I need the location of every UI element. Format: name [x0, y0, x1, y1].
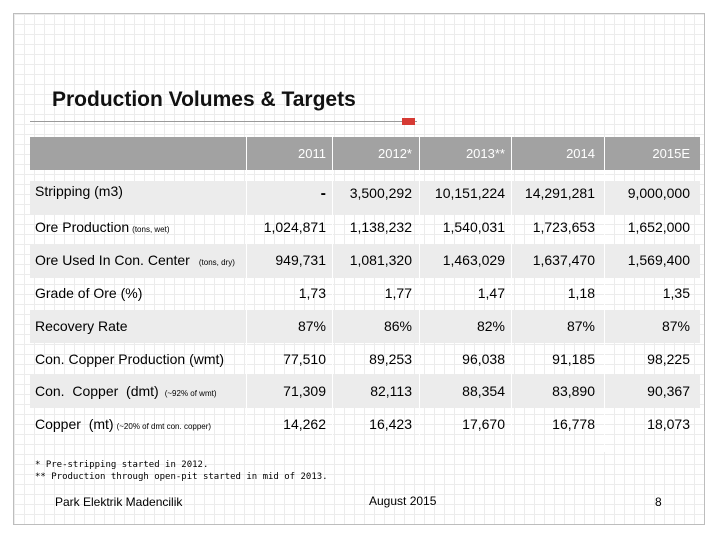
table-cell: 1,463,029	[442, 252, 505, 268]
table-cell: 1,081,320	[349, 252, 412, 268]
footnote-pre-stripping: * Pre-stripping started in 2012.	[35, 460, 209, 470]
table-cell: 16,423	[369, 416, 412, 432]
row-label-con-copper-dmt: Con. Copper (dmt) (~92% of wmt)	[35, 383, 217, 399]
table-cell: 71,309	[283, 383, 326, 399]
column-header-2015e: 2015E	[652, 146, 690, 161]
row-stripe	[30, 310, 700, 343]
table-cell: 1,637,470	[532, 252, 595, 268]
row-label-stripping: Stripping (m3)	[35, 183, 123, 199]
column-divider	[511, 137, 512, 452]
footnote-open-pit: ** Production through open-pit started i…	[35, 472, 328, 482]
table-cell: 87%	[566, 318, 595, 334]
table-cell: 89,253	[369, 351, 412, 367]
title-underline	[30, 121, 417, 122]
table-cell: 10,151,224	[434, 185, 505, 201]
table-cell: 96,038	[462, 351, 505, 367]
footer-date: August 2015	[369, 494, 437, 508]
table-cell: 82,113	[370, 383, 412, 399]
table-cell: 90,367	[647, 383, 690, 399]
row-label-ore-used: Ore Used In Con. Center (tons, dry)	[35, 252, 235, 268]
table-cell: 88,354	[462, 383, 505, 399]
table-cell: 1,540,031	[442, 219, 505, 235]
page-number: 8	[655, 495, 662, 509]
slide-title: Production Volumes & Targets	[52, 88, 356, 111]
row-label-con-copper-production: Con. Copper Production (wmt)	[35, 351, 225, 367]
table-cell: 86%	[383, 318, 412, 334]
table-cell: 1,73	[298, 285, 326, 301]
column-header-2012: 2012*	[378, 146, 412, 161]
table-cell: 1,77	[384, 285, 412, 301]
table-cell: 9,000,000	[627, 185, 690, 201]
table-cell: 1,35	[662, 285, 690, 301]
column-header-2013: 2013**	[465, 146, 505, 161]
table-cell: 1,024,871	[263, 219, 326, 235]
column-divider	[332, 137, 333, 452]
table-cell: 87%	[297, 318, 326, 334]
table-cell: 1,652,000	[627, 219, 690, 235]
column-header-2014: 2014	[566, 146, 595, 161]
table-cell: 87%	[661, 318, 690, 334]
table-cell: 16,778	[552, 416, 595, 432]
table-cell: 14,291,281	[524, 185, 595, 201]
row-stripe	[30, 245, 700, 278]
table-cell: 83,890	[552, 383, 595, 399]
column-divider	[246, 137, 247, 452]
title-accent-mark	[402, 118, 415, 125]
table-cell: 1,47	[477, 285, 505, 301]
table-cell: 1,723,653	[532, 219, 595, 235]
row-stripe	[30, 375, 700, 408]
table-cell: 1,138,232	[349, 219, 412, 235]
table-cell: 17,670	[462, 416, 505, 432]
row-label-copper-mt: Copper (mt) (~20% of dmt con. copper)	[35, 416, 212, 432]
column-header-2011: 2011	[298, 146, 326, 161]
footer-company: Park Elektrik Madencilik	[55, 495, 183, 509]
table-cell: 18,073	[647, 416, 690, 432]
row-stripe	[30, 181, 700, 214]
table-cell: 14,262	[283, 416, 326, 432]
table-cell: 1,569,400	[627, 252, 690, 268]
column-divider	[604, 137, 605, 452]
table-cell: 91,185	[552, 351, 595, 367]
row-label-recovery-rate: Recovery Rate	[35, 318, 128, 334]
row-label-ore-production: Ore Production (tons, wet)	[35, 219, 170, 235]
table-cell: 949,731	[275, 252, 326, 268]
table-cell: 98,225	[647, 351, 690, 367]
table-cell: 77,510	[283, 351, 326, 367]
table-cell: -	[320, 185, 326, 202]
table-header-bar	[30, 137, 700, 170]
column-divider	[419, 137, 420, 452]
table-cell: 82%	[476, 318, 505, 334]
row-label-grade-of-ore: Grade of Ore (%)	[35, 285, 143, 301]
table-cell: 1,18	[567, 285, 595, 301]
table-cell: 3,500,292	[349, 185, 412, 201]
